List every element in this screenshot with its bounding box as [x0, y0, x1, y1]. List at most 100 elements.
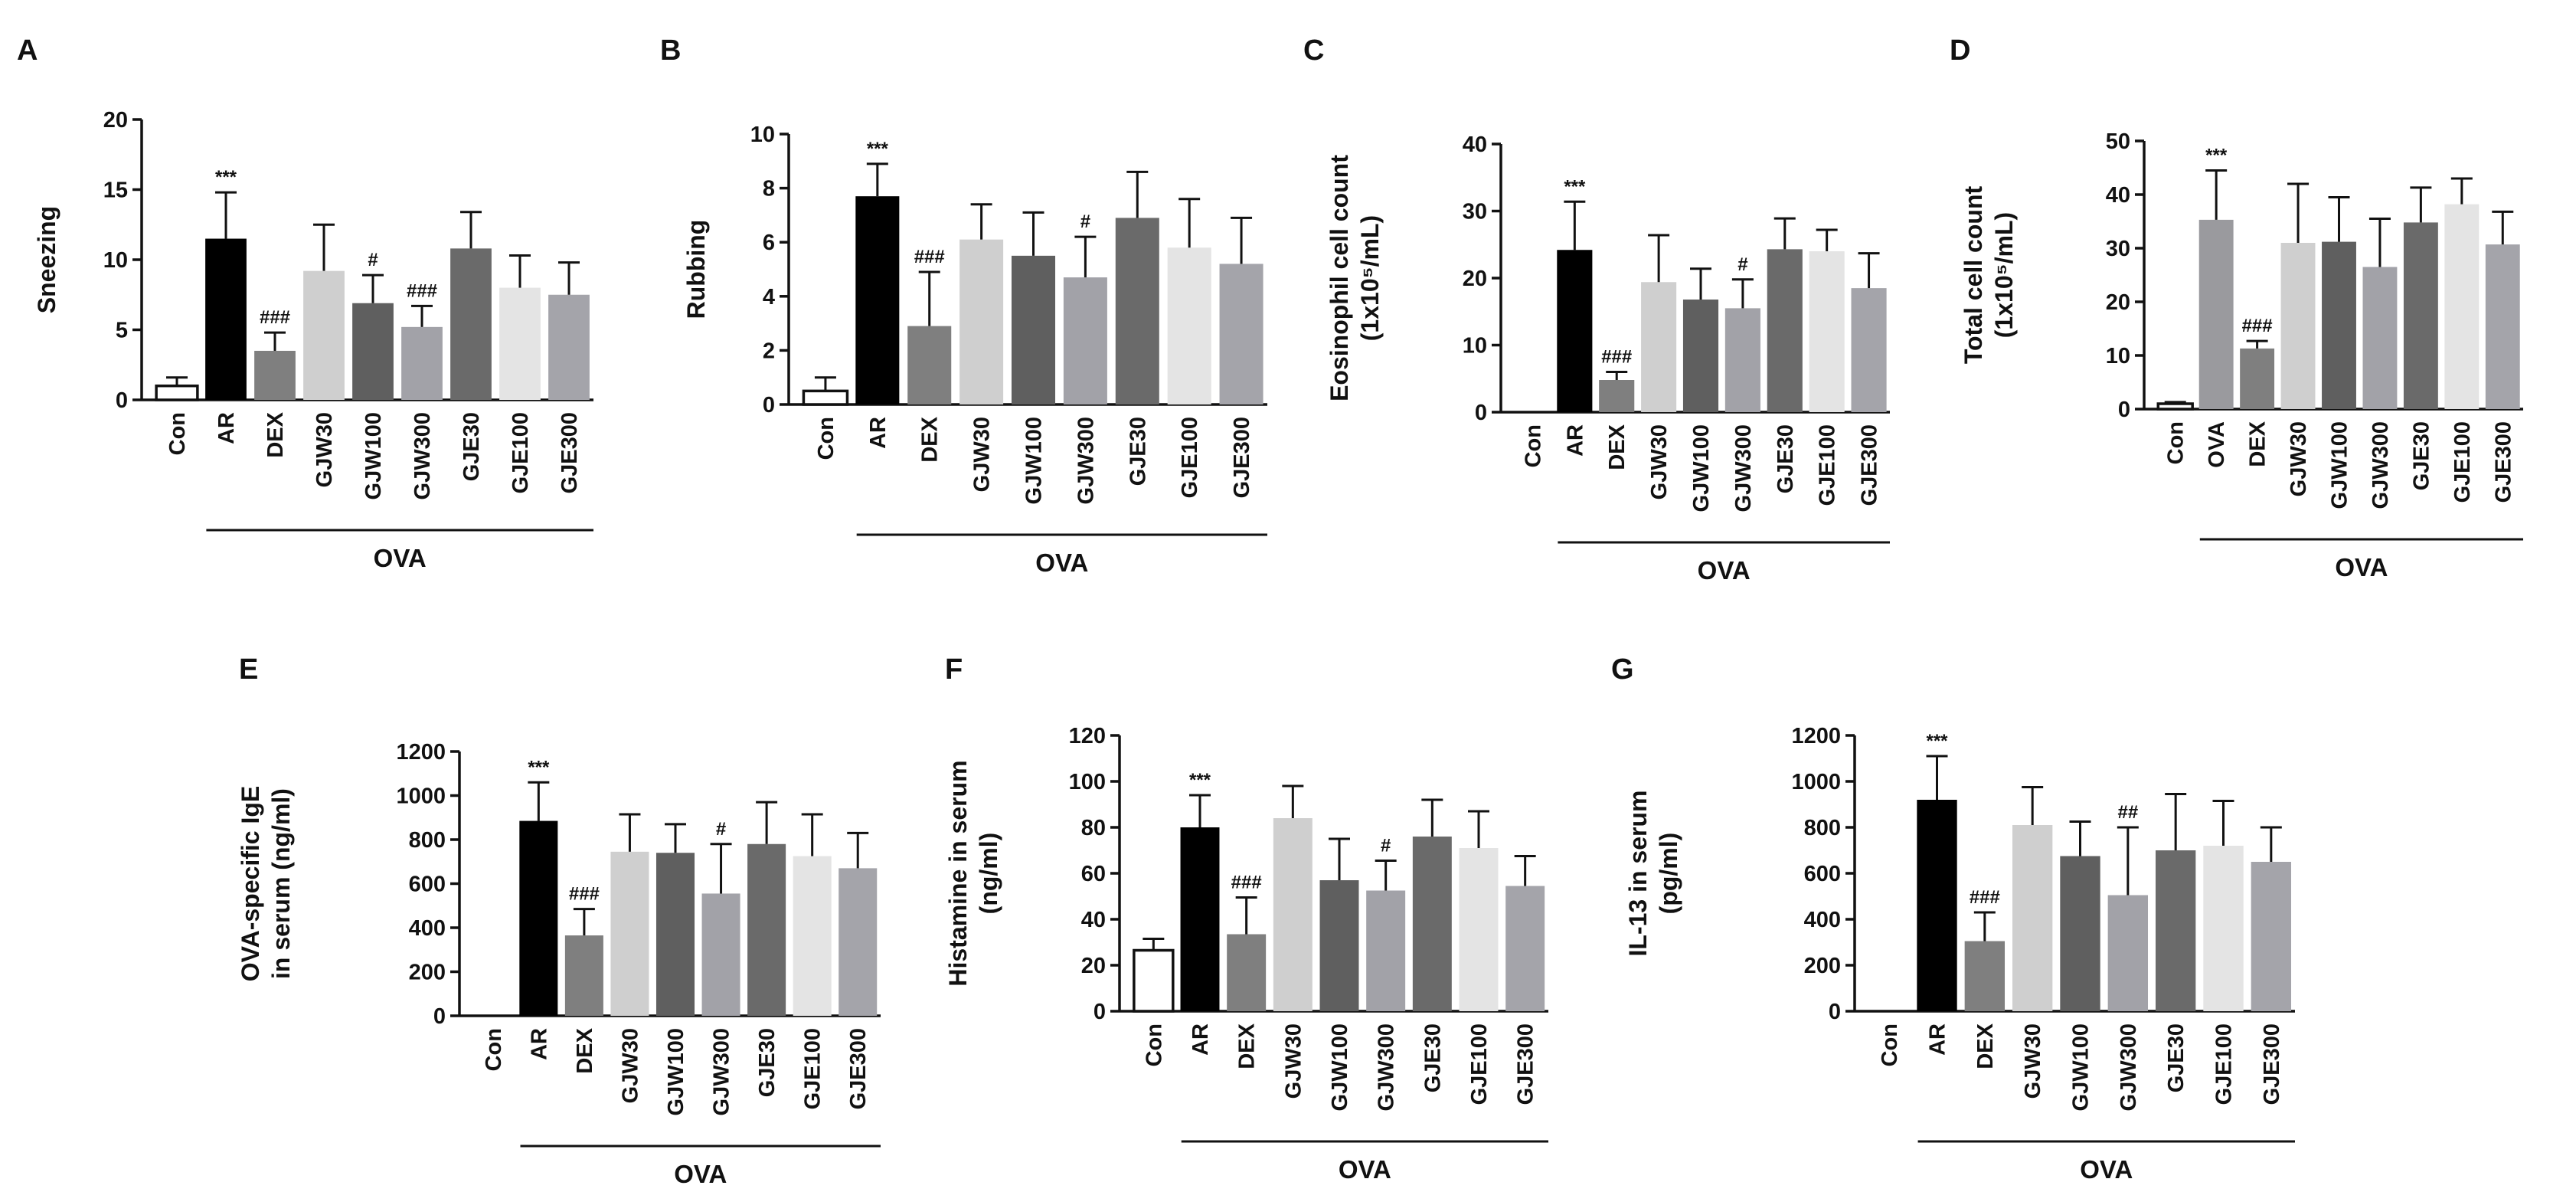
y-tick-label: 0 [2118, 398, 2130, 422]
bar [855, 196, 900, 404]
bar [2280, 243, 2316, 409]
y-tick-label: 2 [763, 339, 775, 363]
category-label: GJW300 [710, 1028, 734, 1115]
panel-f: F 0 20 40 60 80 100 120 Histamine in serum (ng/ml… [944, 653, 1548, 1184]
y-tick-label: 10 [2106, 344, 2130, 368]
category-label: AR [866, 417, 891, 449]
category-label: GJE30 [2164, 1023, 2189, 1092]
group-label: OVA [2080, 1155, 2133, 1184]
significance-label: ### [1601, 347, 1632, 368]
bar [610, 851, 649, 1016]
bar [2485, 244, 2520, 409]
significance-label: ### [569, 884, 600, 905]
y-tick-label: 800 [1804, 816, 1841, 840]
bar [1219, 264, 1263, 404]
bar [1767, 249, 1803, 412]
bar [1599, 380, 1635, 412]
bar [2444, 204, 2480, 409]
panel-letter: B [660, 34, 681, 67]
category-label: GJW300 [1731, 424, 1756, 512]
bar [2012, 825, 2053, 1011]
bar [1964, 941, 2006, 1011]
category-label: GJE30 [1126, 417, 1150, 486]
bar [2060, 856, 2100, 1011]
category-label: Con [1878, 1023, 1902, 1066]
bar [747, 843, 786, 1016]
y-tick-label: 20 [1463, 267, 1487, 291]
category-label: GJW100 [1328, 1023, 1352, 1111]
y-tick-label: 50 [2106, 129, 2130, 154]
significance-label: *** [1564, 176, 1586, 197]
bar [2240, 348, 2275, 409]
category-label: GJW300 [1375, 1023, 1399, 1111]
category-label: GJE100 [2212, 1023, 2237, 1105]
y-tick-label: 40 [2106, 183, 2130, 208]
category-label: GJE30 [1773, 424, 1798, 493]
group-label: OVA [2335, 553, 2388, 581]
y-tick-label: 20 [1081, 954, 1106, 978]
bar [2203, 846, 2244, 1011]
y-tick-label: 600 [1804, 862, 1841, 886]
bar [450, 248, 492, 400]
category-label: GJE100 [801, 1028, 825, 1109]
category-label: GJW300 [2117, 1023, 2141, 1111]
category-label: Con [814, 417, 839, 460]
category-label: GJW30 [2021, 1023, 2045, 1099]
bar [793, 856, 832, 1016]
significance-label: *** [215, 167, 237, 188]
group-label: OVA [674, 1160, 727, 1188]
y-axis-title: Total cell count [1960, 186, 1987, 365]
panel-g: G 0 200 400 600 800 1000 1200 IL-13 in serum (pg/… [1611, 653, 2295, 1184]
bar [1366, 890, 1406, 1011]
bar [701, 893, 740, 1016]
y-axis-title: Eosinophil cell count [1326, 155, 1353, 401]
bar [2198, 219, 2234, 409]
bar [1917, 800, 1957, 1011]
y-tick-label: 120 [1069, 724, 1106, 748]
category-label: GJW300 [410, 412, 435, 499]
category-label: GJE30 [459, 412, 484, 481]
category-label: AR [1188, 1023, 1213, 1056]
y-tick-label: 400 [1804, 908, 1841, 932]
bar [1682, 300, 1719, 412]
category-label: GJW100 [1689, 424, 1714, 512]
bar [205, 238, 247, 400]
bar [401, 326, 443, 400]
bar [1180, 827, 1220, 1011]
bar [907, 326, 952, 404]
panel-c: C 0 10 20 30 40 Eosinophil cell count (1x10⁵/mL… [1303, 34, 1890, 585]
category-label: GJW30 [1281, 1023, 1306, 1099]
category-label: AR [1926, 1023, 1950, 1056]
category-label: GJE100 [1178, 417, 1202, 498]
bar [655, 853, 695, 1016]
y-tick-label: 5 [116, 319, 128, 343]
significance-label: ### [407, 280, 437, 301]
category-label: GJE300 [1514, 1023, 1538, 1105]
y-tick-label: 200 [1804, 954, 1841, 978]
bar [1273, 818, 1313, 1011]
panel-b: B 0 2 4 6 8 10 Rubbing Con *** AR ### DEX GJW30 GJW100… [660, 34, 1267, 577]
bar [802, 389, 849, 406]
y-tick-label: 4 [763, 285, 775, 309]
y-tick-label: 1200 [1791, 724, 1841, 748]
panel-a: A 0 5 10 15 20 Sneezing Con *** AR ### DEX GJW30 # GJW… [17, 34, 593, 572]
y-axis-title: (ng/ml) [975, 833, 1002, 915]
category-label: GJE30 [1420, 1023, 1445, 1092]
y-tick-label: 1000 [396, 784, 446, 809]
y-tick-label: 0 [1093, 1000, 1106, 1024]
significance-label: # [1737, 254, 1747, 275]
category-label: DEX [918, 416, 943, 462]
group-label: OVA [1035, 549, 1088, 577]
bar [1459, 848, 1499, 1011]
bar [1319, 880, 1359, 1011]
bar [1227, 934, 1267, 1011]
y-axis-title: (1x10⁵/mL) [1990, 212, 2018, 338]
bar [1115, 218, 1159, 404]
significance-label: ### [1231, 873, 1262, 893]
bar [548, 294, 590, 400]
category-label: GJW30 [2287, 421, 2311, 496]
bar [564, 935, 603, 1016]
y-tick-label: 20 [2106, 290, 2130, 315]
y-tick-label: 800 [409, 828, 446, 853]
group-label: OVA [1698, 556, 1751, 585]
